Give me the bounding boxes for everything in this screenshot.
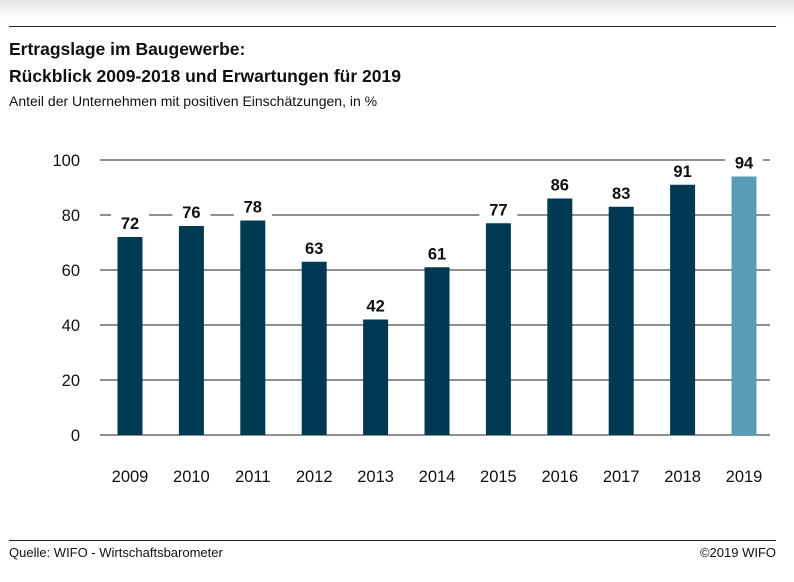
bar-2015 [485, 223, 511, 435]
data-label-2014: 61 [428, 245, 446, 263]
chart-subtitle: Anteil der Unternehmen mit positiven Ein… [9, 93, 378, 109]
bar-chart: 0 20 40 60 80 100 72 2009 76 2010 78 2011 63 2012 42 20… [52, 152, 770, 486]
x-tick-label-2014: 2014 [419, 468, 456, 486]
data-label-2010: 76 [182, 204, 200, 222]
data-label-2017: 83 [612, 185, 630, 203]
data-label-bg-2017 [602, 182, 641, 203]
bar-2017 [608, 206, 634, 435]
copyright-note: ©2019 WIFO [699, 545, 776, 560]
x-tick-label-2012: 2012 [296, 468, 333, 486]
top-shade [0, 0, 794, 18]
data-label-bg-2015 [479, 199, 518, 220]
title-line-1: Ertragslage im Baugewerbe: [9, 39, 246, 59]
y-tick-label-100: 100 [52, 152, 80, 170]
bar-2018 [670, 184, 696, 435]
bar-2019 [731, 176, 757, 435]
y-tick-label-80: 80 [62, 207, 80, 225]
data-label-2015: 77 [489, 201, 507, 219]
source-note: Quelle: WIFO - Wirtschaftsbarometer [9, 545, 223, 560]
data-label-bg-2013 [356, 295, 395, 316]
data-label-2016: 86 [551, 177, 569, 195]
bar-2012 [301, 261, 327, 435]
bar-2013 [363, 319, 389, 435]
data-label-bg-2016 [540, 174, 579, 195]
x-tick-label-2017: 2017 [603, 468, 640, 486]
data-label-bg-2012 [295, 237, 334, 258]
data-label-2019: 94 [735, 155, 754, 173]
data-label-2009: 72 [121, 215, 139, 233]
y-tick-label-0: 0 [71, 427, 80, 445]
x-tick-label-2013: 2013 [357, 468, 394, 486]
y-tick-label-40: 40 [62, 317, 80, 335]
title-line-2: Rückblick 2009-2018 und Erwartungen für … [9, 66, 401, 86]
y-tick-label-60: 60 [62, 262, 80, 280]
data-label-2012: 63 [305, 240, 323, 258]
bar-2011 [240, 220, 266, 435]
data-label-bg-2014 [418, 243, 456, 264]
bottom-rule [9, 540, 776, 541]
x-tick-label-2011: 2011 [235, 468, 270, 486]
x-tick-label-2015: 2015 [480, 468, 517, 486]
y-tick-label-20: 20 [62, 372, 80, 390]
x-tick-label-2009: 2009 [112, 468, 149, 486]
x-tick-label-2016: 2016 [541, 468, 578, 486]
top-rule [9, 26, 776, 27]
data-label-2011: 78 [244, 199, 262, 217]
bar-2009 [117, 237, 143, 435]
data-label-bg-2018 [663, 160, 702, 181]
bar-2016 [547, 198, 573, 435]
data-label-2013: 42 [366, 298, 384, 316]
x-tick-label-2018: 2018 [664, 468, 701, 486]
data-label-bg-2010 [172, 202, 211, 222]
data-label-bg-2009 [111, 213, 149, 233]
bar-2010 [178, 226, 204, 435]
data-label-2018: 91 [673, 163, 691, 181]
bar-2014 [424, 267, 450, 435]
data-label-bg-2011 [233, 196, 272, 217]
data-label-bg-2019 [725, 152, 763, 173]
chart-title: Ertragslage im Baugewerbe: Rückblick 200… [9, 36, 401, 90]
x-tick-label-2019: 2019 [726, 468, 763, 486]
x-tick-label-2010: 2010 [173, 468, 210, 486]
